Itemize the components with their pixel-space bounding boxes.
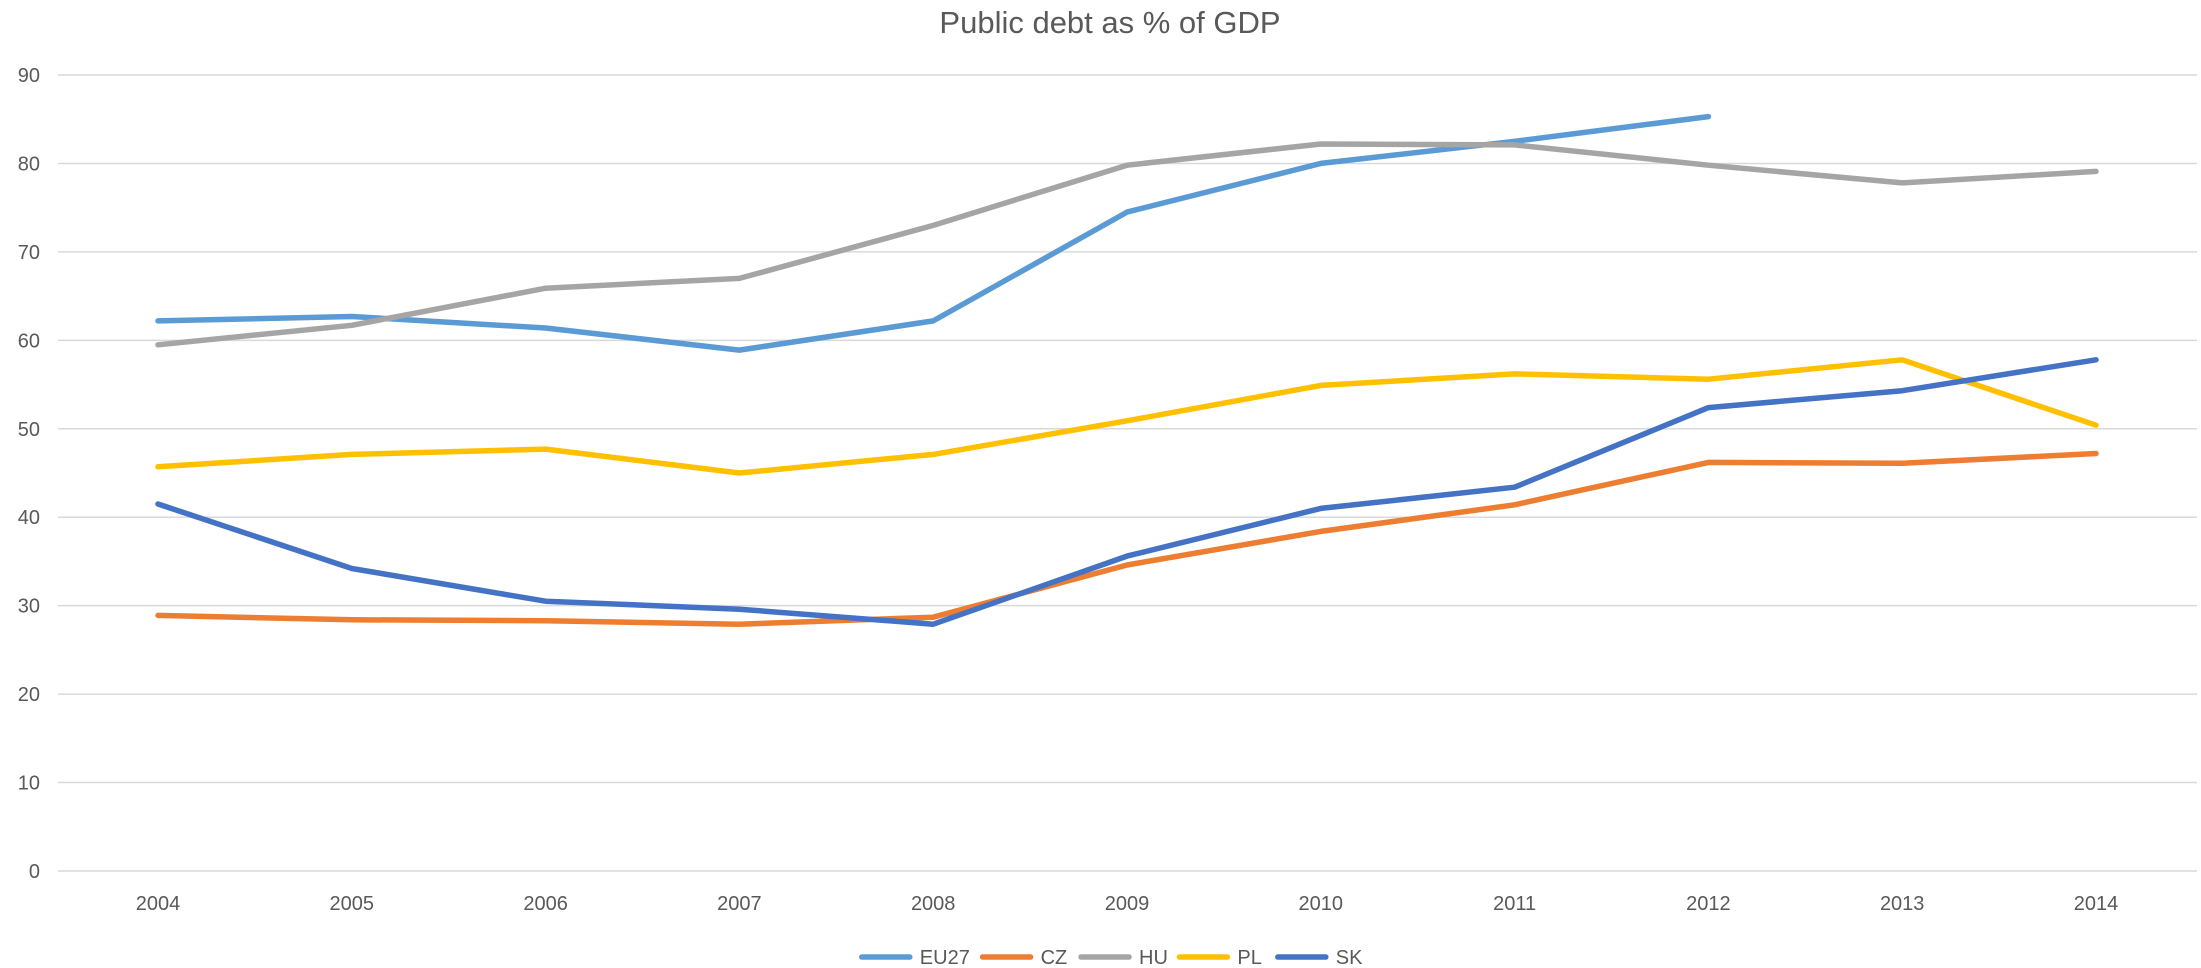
x-tick-label: 2008 <box>911 893 956 915</box>
chart-title: Public debt as % of GDP <box>939 5 1280 40</box>
y-tick-label: 30 <box>18 596 40 618</box>
legend-label: CZ <box>1041 947 1068 968</box>
legend-label: PL <box>1237 947 1261 968</box>
x-axis-tick-labels: 2004 2005 2006 2007 2008 2009 2010 2011 2012 2013… <box>136 893 2119 915</box>
x-tick-label: 2005 <box>330 893 375 915</box>
x-tick-label: 2004 <box>136 893 181 915</box>
x-tick-label: 2009 <box>1105 893 1150 915</box>
y-tick-label: 20 <box>18 684 40 706</box>
y-tick-label: 90 <box>18 65 40 87</box>
x-tick-label: 2011 <box>1493 893 1536 915</box>
legend: EU27 CZ HU PL SK <box>859 947 1363 968</box>
y-tick-label: 50 <box>18 419 40 441</box>
series-lines <box>155 113 2099 627</box>
y-tick-label: 10 <box>18 773 40 795</box>
legend-item-cz: CZ <box>979 947 1068 968</box>
x-tick-label: 2010 <box>1299 893 1344 915</box>
y-tick-label: 60 <box>18 330 40 352</box>
x-tick-label: 2007 <box>717 893 762 915</box>
legend-item-hu: HU <box>1078 947 1168 968</box>
series-line-cz <box>155 450 2099 627</box>
x-tick-label: 2014 <box>2074 893 2119 915</box>
legend-item-pl: PL <box>1176 947 1262 968</box>
series-line-eu27 <box>155 113 1712 353</box>
y-tick-label: 0 <box>29 861 40 883</box>
gridlines <box>58 74 2197 872</box>
legend-item-eu27: EU27 <box>859 947 970 968</box>
series-line-pl <box>155 357 2099 476</box>
y-tick-label: 80 <box>18 153 40 175</box>
legend-label: SK <box>1336 947 1363 968</box>
x-tick-label: 2013 <box>1880 893 1925 915</box>
series-line-sk <box>155 357 2099 627</box>
y-tick-label: 40 <box>18 507 40 529</box>
x-tick-label: 2006 <box>523 893 568 915</box>
y-axis-tick-labels: 0 10 20 30 40 50 60 70 80 90 <box>18 65 40 883</box>
legend-item-sk: SK <box>1275 947 1363 968</box>
series-line-hu <box>155 141 2099 348</box>
y-tick-label: 70 <box>18 242 40 264</box>
x-tick-label: 2012 <box>1686 893 1731 915</box>
legend-label: HU <box>1139 947 1168 968</box>
legend-label: EU27 <box>920 947 970 968</box>
